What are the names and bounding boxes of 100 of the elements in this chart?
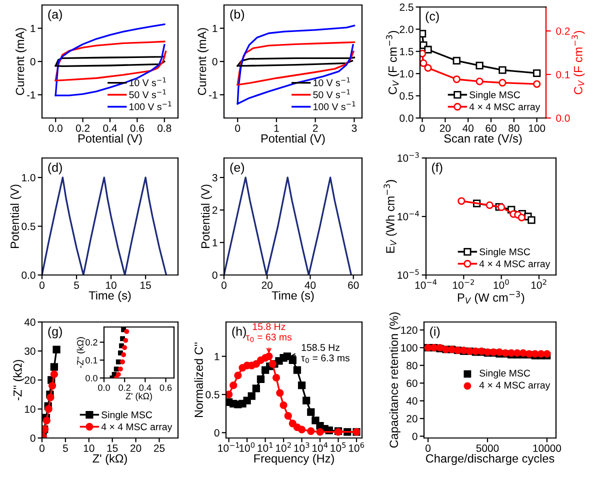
x-tick-label: 0.2 [76, 124, 90, 132]
x-tick-label: 20 [440, 124, 451, 132]
y-tick-label: 0.0 [86, 374, 98, 382]
x-tick-label: 40 [304, 282, 316, 289]
y-axis-title: Normalized C'' [194, 342, 203, 418]
x-tick-label: 10$^{2}$ [276, 442, 291, 452]
x-tick-label: 10$^{1}$ [258, 442, 273, 452]
x-tick-label: 0.6 [130, 124, 144, 132]
y-tick-label: 20 [24, 376, 36, 384]
x-tick-label: 10$^{5}$ [330, 442, 346, 452]
legend-label: Single MSC [102, 411, 152, 420]
x-tick-label: 10$^{6}$ [348, 442, 364, 452]
y-tick-label: 100 [401, 344, 418, 352]
x-axis-title: Charge/discharge cycles [426, 454, 554, 465]
legend-label: 4 × 4 MSC array [479, 260, 550, 270]
y-tick-label: 0 [214, 429, 220, 437]
y-tick-label: 0.2 [86, 339, 98, 346]
y-axis-title: C$_{V}$ (F cm$^{−3}$) [386, 30, 400, 94]
y-axis-title: -Z'' (kΩ) [13, 360, 24, 400]
y-tick-label: 0 [412, 432, 418, 440]
y-axis-title: Potential (V) [200, 184, 212, 248]
x-tick-label: 10$^{0}$ [494, 279, 509, 289]
x-tick-label: 10$^{−1}$ [218, 442, 240, 452]
chart-title: (h) [232, 326, 246, 338]
x-axis-title: Time (s) [88, 290, 131, 302]
x-tick-label: 0 [222, 282, 226, 289]
legend-label: 100 V s$^{−1}$ [130, 101, 172, 110]
y-tick-label: 0 [30, 434, 36, 442]
y2-tick-label: 0.2 [556, 27, 570, 35]
y-tick-label: 80 [406, 362, 418, 370]
y-tick-label: 0.5 [400, 92, 414, 100]
y-axis-title: Capacitance retention (%) [389, 312, 400, 448]
x-axis-title: Scan rate (V/s) [444, 134, 522, 145]
chart-title: (b) [230, 10, 244, 22]
x-tick-label: 10$^{3}$ [294, 442, 310, 452]
y-tick-label: -1 [208, 91, 218, 99]
y-tick-label: 0.5 [206, 391, 220, 398]
x-tick-label: 3 [352, 124, 357, 132]
y2-tick-label: 0.1 [556, 70, 570, 78]
chart-title: (c) [426, 11, 439, 24]
y-tick-label: 10$^{−5}$ [398, 269, 419, 279]
x-tick-label: 15 [140, 282, 151, 289]
chart-title: (e) [230, 162, 244, 174]
x-tick-label: 20 [130, 444, 142, 452]
x-tick-label: 10$^{0}$ [240, 442, 255, 452]
x-axis-title: Z' (kΩ) [92, 454, 127, 465]
y-tick-label: 2 [212, 206, 218, 214]
x-tick-label: 60 [348, 282, 359, 289]
y-tick-label: 2.5 [400, 4, 414, 11]
legend-label: 4 × 4 MSC array [101, 423, 172, 432]
annotation: 15.8 Hz τ$_{0}$ = 63 ms [246, 323, 292, 342]
y-tick-label: 1 [212, 24, 218, 32]
x-tick-label: 0.4 [103, 124, 117, 132]
x-tick-label: 0.2 [118, 384, 130, 391]
legend-label: 4 × 4 MSC array [469, 103, 540, 112]
legend-label: 100 V s$^{−1}$ [314, 101, 356, 110]
x-tick-label: 10$^{2}$ [531, 279, 546, 289]
y2-tick-label: 0.0 [556, 114, 570, 122]
x-tick-label: 10$^{4}$ [312, 442, 328, 452]
x-tick-label: 80 [508, 124, 520, 132]
y-axis-title: Current (mA) [197, 28, 208, 96]
y-tick-label: 0.1 [86, 357, 98, 364]
legend-label: Single MSC [480, 248, 530, 258]
legend-label: 50 V s$^{−1}$ [313, 89, 350, 98]
chart-title: (i) [430, 326, 440, 338]
x-tick-label: 0.8 [158, 124, 172, 132]
y-tick-label: -1 [26, 91, 36, 99]
annotation: 158.5 Hz τ$_{0}$ = 6.3 ms [301, 344, 350, 363]
x-tick-label: 60 [486, 124, 496, 132]
x-tick-label: 5 [62, 444, 68, 452]
y-axis-title: -Z'' (kΩ) [76, 337, 86, 368]
y-tick-label: 3 [212, 174, 218, 182]
y-tick-label: 1 [212, 239, 218, 246]
y-tick-label: 40 [406, 397, 418, 405]
x-axis-title: P$_{V}$ (W cm$^{−3}$) [458, 290, 524, 304]
x-tick-label: 10 [106, 282, 116, 289]
y2-axis-title: C$_{V}$ (F cm$^{−3}$) [572, 30, 585, 94]
y-tick-label: 1.0 [22, 174, 36, 182]
x-axis-title: Time (s) [272, 290, 314, 302]
y-axis-title: E$_{V}$ (Wh cm$^{−3}$) [384, 180, 397, 253]
legend-label: 4 × 4 MSC array [479, 382, 550, 391]
y-tick-label: 1.0 [400, 70, 414, 78]
x-tick-label: 0.4 [139, 384, 152, 391]
y-tick-label: 1 [30, 24, 36, 32]
x-tick-label: 20 [262, 282, 273, 289]
y-tick-label: 120 [401, 326, 418, 334]
chart-title: (a) [48, 10, 62, 22]
y-tick-label: 1 [214, 352, 220, 360]
x-tick-label: 40 [462, 124, 474, 132]
x-tick-label: 0.0 [98, 384, 110, 391]
x-axis-title: Potential (V) [261, 134, 325, 145]
x-tick-label: 5 [74, 282, 79, 289]
x-axis-title: Z' (kΩ) [126, 392, 152, 402]
y-tick-label: 10$^{−3}$ [398, 152, 419, 162]
x-axis-title: Frequency (Hz) [254, 454, 334, 465]
x-tick-label: 100 [528, 124, 546, 132]
x-tick-label: 5000 [476, 444, 499, 452]
y-tick-label: 0 [212, 272, 218, 279]
y-tick-label: 0.5 [22, 222, 36, 230]
y-tick-label: 20 [406, 415, 418, 422]
